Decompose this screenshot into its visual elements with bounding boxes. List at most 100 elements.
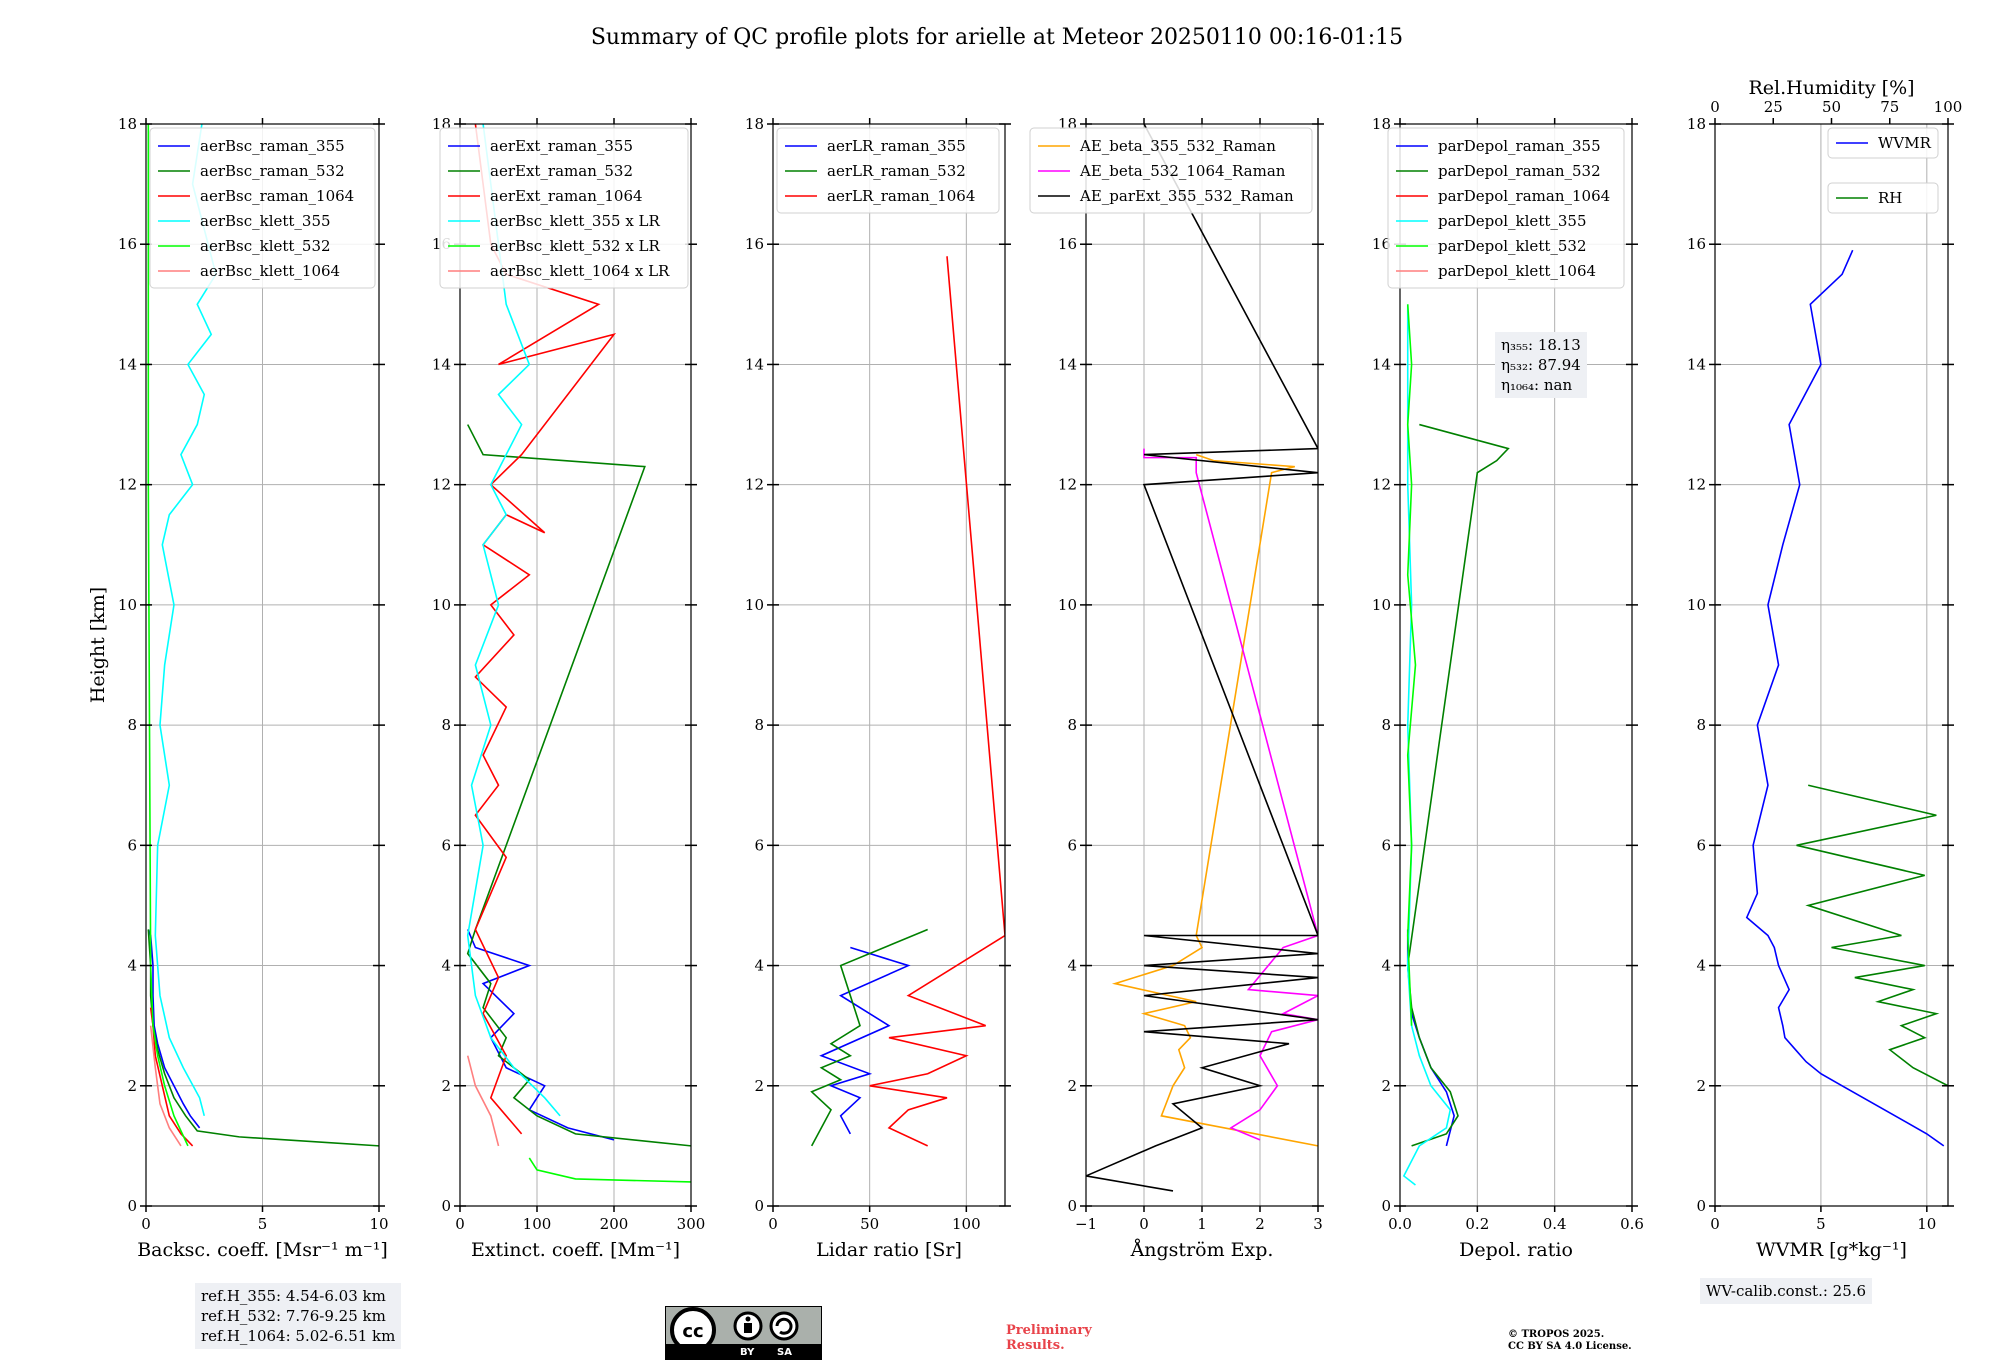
y-tick-label: 10 (1058, 596, 1077, 614)
y-tick-label: 14 (1058, 355, 1077, 373)
legend-box (439, 127, 689, 289)
x-axis-label: Ångström Exp. (1130, 1239, 1274, 1261)
x-tick-label: 0.6 (1620, 1215, 1644, 1233)
figure-title: Summary of QC profile plots for arielle … (591, 25, 1403, 50)
y-tick-label: 16 (1372, 235, 1391, 253)
legend-box (1827, 182, 1939, 214)
ref-height-1064: ref.H_1064: 5.02-6.51 km (201, 1327, 396, 1345)
legend-label: aerBsc_raman_355 (200, 137, 345, 155)
y-tick-label: 0 (441, 1197, 451, 1215)
legend-label: parDepol_raman_1064 (1438, 187, 1610, 205)
x-tick-label: −1 (1075, 1215, 1097, 1233)
top-x-tick-label: 50 (1822, 98, 1841, 116)
y-tick-label: 2 (1381, 1077, 1391, 1095)
legend: aerBsc_raman_355 aerBsc_raman_532 aerBsc_r… (149, 127, 376, 289)
cc-by-label: BY (740, 1347, 755, 1358)
legend-label: AE_beta_532_1064_Raman (1079, 162, 1286, 180)
axes-frame (459, 123, 692, 1207)
y-tick-label: 2 (441, 1077, 451, 1095)
x-tick-label: 0 (1710, 1215, 1720, 1233)
x-tick-label: 100 (952, 1215, 981, 1233)
sa-share-alike-icon (769, 1311, 799, 1341)
series-aerBsc_klett_532 (147, 124, 189, 1147)
series-aerBsc_klett_355 x LR (466, 124, 561, 1117)
y-tick-label: 6 (441, 836, 451, 854)
legend-label: parDepol_raman_532 (1438, 162, 1601, 180)
y-tick-label: 8 (754, 716, 764, 734)
cc-sa-label: SA (777, 1347, 792, 1358)
x-tick-label: 0.0 (1388, 1215, 1412, 1233)
x-tick-label: 0 (768, 1215, 778, 1233)
x-axis-label: Backsc. coeff. [Msr⁻¹ m⁻¹] (137, 1239, 388, 1261)
y-tick-label: 4 (127, 957, 137, 975)
plot-area (1745, 249, 1948, 1147)
panel-lidar_ratio: 0 2 4 6 8 10 12 14 16 18 0 50 100 Lidar ratio [Sr] aer… (745, 115, 1011, 1261)
x-tick-label: 300 (677, 1215, 706, 1233)
y-tick-label: 18 (745, 115, 764, 133)
x-tick-label: 0.2 (1465, 1215, 1489, 1233)
y-tick-label: 2 (127, 1077, 137, 1095)
top-x-tick-label: 100 (1934, 98, 1963, 116)
y-tick-label: 4 (441, 957, 451, 975)
y-tick-label: 10 (118, 596, 137, 614)
copyright-note: © TROPOS 2025. CC BY SA 4.0 License. (1508, 1329, 1632, 1353)
y-tick-label: 4 (1067, 957, 1077, 975)
legend: AE_beta_355_532_Raman AE_beta_532_1064_Ra… (1029, 127, 1313, 214)
y-tick-label: 14 (118, 355, 137, 373)
y-tick-label: 12 (1058, 476, 1077, 494)
legend-label: aerBsc_klett_532 (200, 237, 331, 255)
legend-label: parDepol_klett_355 (1438, 212, 1587, 230)
preliminary-results-note: Preliminary Results. (1006, 1323, 1092, 1353)
y-tick-label: 10 (1372, 596, 1391, 614)
legend-label: aerExt_raman_532 (490, 162, 633, 180)
legend-label: AE_beta_355_532_Raman (1079, 137, 1276, 155)
series-aerBsc_raman_355 (147, 929, 201, 1129)
legend-label: aerBsc_raman_1064 (200, 187, 354, 205)
x-axis-label: Depol. ratio (1459, 1239, 1573, 1261)
y-tick-label: 6 (127, 836, 137, 854)
plot-area (466, 124, 691, 1183)
x-axis-label: WVMR [g*kg⁻¹] (1756, 1239, 1907, 1261)
y-tick-label: 2 (1696, 1077, 1706, 1095)
series-RH (1796, 784, 1948, 1087)
plot-area (1086, 124, 1318, 1192)
y-tick-label: 10 (745, 596, 764, 614)
series-aerExt_raman_1064 (474, 124, 617, 1135)
preliminary-line-1: Preliminary (1006, 1323, 1092, 1338)
y-tick-label: 16 (1687, 235, 1706, 253)
y-tick-label: 16 (1058, 235, 1077, 253)
y-tick-label: 12 (432, 476, 451, 494)
legend-box (1827, 127, 1939, 159)
legend-box (1029, 127, 1313, 214)
x-tick-label: 100 (523, 1215, 552, 1233)
y-tick-label: 14 (432, 355, 451, 373)
series-parDepol_raman_532 (1406, 423, 1510, 1147)
panel-extinction: 0246810121416180100200300Extinct. coeff.… (432, 115, 705, 1261)
y-tick-label: 6 (754, 836, 764, 854)
x-tick-label: 0.4 (1543, 1215, 1567, 1233)
series-aerBsc_raman_532 (147, 929, 379, 1147)
legend-label: AE_parExt_355_532_Raman (1079, 187, 1294, 205)
y-tick-label: 2 (1067, 1077, 1077, 1095)
legend: WVMR RH (1827, 127, 1939, 214)
legend-label: aerBsc_klett_532 x LR (490, 237, 661, 255)
y-tick-label: 6 (1381, 836, 1391, 854)
legend: aerLR_raman_355 aerLR_raman_532 aerLR_rama… (776, 127, 1000, 214)
series-aerExt_raman_532 (466, 424, 691, 1147)
y-tick-label: 10 (1687, 596, 1706, 614)
x-tick-label: 2 (1255, 1215, 1265, 1233)
y-tick-label: 18 (1372, 115, 1391, 133)
top-x-tick-label: 75 (1880, 98, 1899, 116)
legend-box (776, 127, 1000, 214)
legend-label: parDepol_raman_355 (1438, 137, 1601, 155)
y-tick-label: 0 (127, 1197, 137, 1215)
y-tick-label: 16 (118, 235, 137, 253)
series-aerLR_raman_532 (810, 928, 928, 1147)
x-tick-label: 50 (860, 1215, 879, 1233)
x-axis-label: Lidar ratio [Sr] (816, 1239, 962, 1261)
x-tick-label: 1 (1197, 1215, 1207, 1233)
y-tick-label: 18 (1687, 115, 1706, 133)
legend-box (1387, 127, 1625, 289)
y-tick-label: 8 (441, 716, 451, 734)
